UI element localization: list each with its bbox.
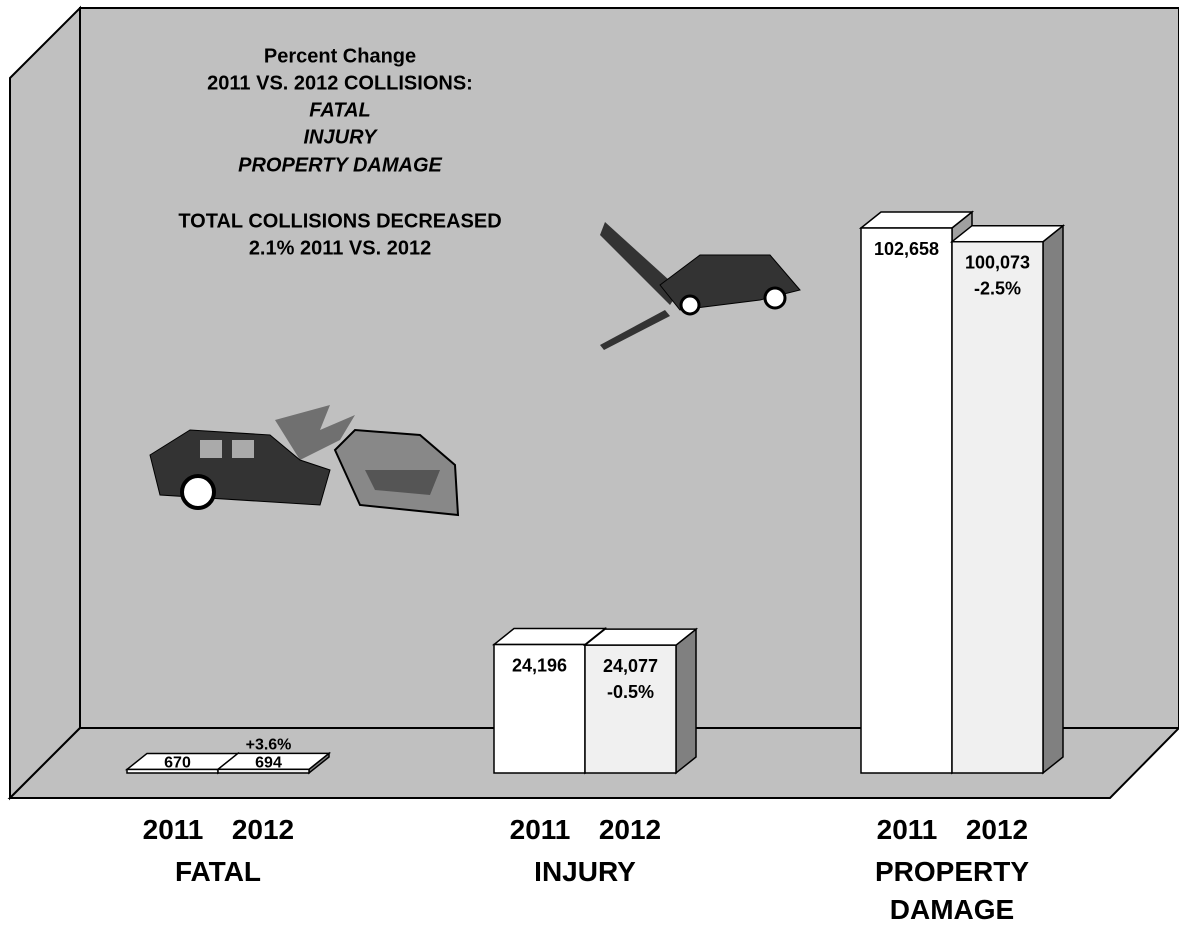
chart-title: Percent Change — [264, 45, 416, 67]
year-label: 2012 — [231, 814, 295, 845]
side-wall — [9, 5, 81, 801]
year-label: 2012 — [965, 814, 1029, 845]
value-label: 102,658 — [874, 239, 939, 259]
change-label: -2.5% — [974, 278, 1021, 298]
value-label: 670 — [164, 755, 191, 772]
category-label: INJURY — [534, 856, 636, 887]
title-item: FATAL — [309, 99, 370, 121]
bar-side — [675, 627, 697, 775]
title-item: INJURY — [304, 126, 379, 148]
category-label: PROPERTY DAMAGE — [874, 856, 1030, 925]
year-label: 2011 — [142, 814, 204, 845]
value-label: 24,077 — [603, 656, 658, 676]
category-label: FATAL — [174, 856, 262, 887]
bar-top — [858, 211, 975, 229]
title-item: PROPERTY DAMAGE — [238, 154, 442, 176]
value-label: 100,073 — [965, 252, 1030, 272]
year-label: 2012 — [598, 814, 662, 845]
bar — [584, 644, 677, 774]
change-label: -0.5% — [607, 682, 654, 702]
bar — [951, 240, 1044, 774]
year-label: 2011 — [876, 814, 938, 845]
change-label: +3.6% — [246, 737, 292, 754]
bar-top — [949, 224, 1066, 243]
bar — [493, 643, 586, 774]
crash-clipart — [149, 222, 801, 517]
chart-subtitle: 2011 VS. 2012 COLLISIONS: — [207, 72, 473, 94]
year-label: 2011 — [509, 814, 571, 845]
note: TOTAL COLLISIONS DECREASED — [178, 210, 501, 232]
bar-side — [1042, 224, 1064, 775]
note: 2.1% 2011 VS. 2012 — [249, 237, 431, 259]
value-label: 694 — [255, 755, 282, 772]
value-label: 24,196 — [512, 655, 567, 675]
bar — [217, 768, 310, 774]
bar-top — [582, 628, 699, 646]
bar — [860, 227, 953, 774]
